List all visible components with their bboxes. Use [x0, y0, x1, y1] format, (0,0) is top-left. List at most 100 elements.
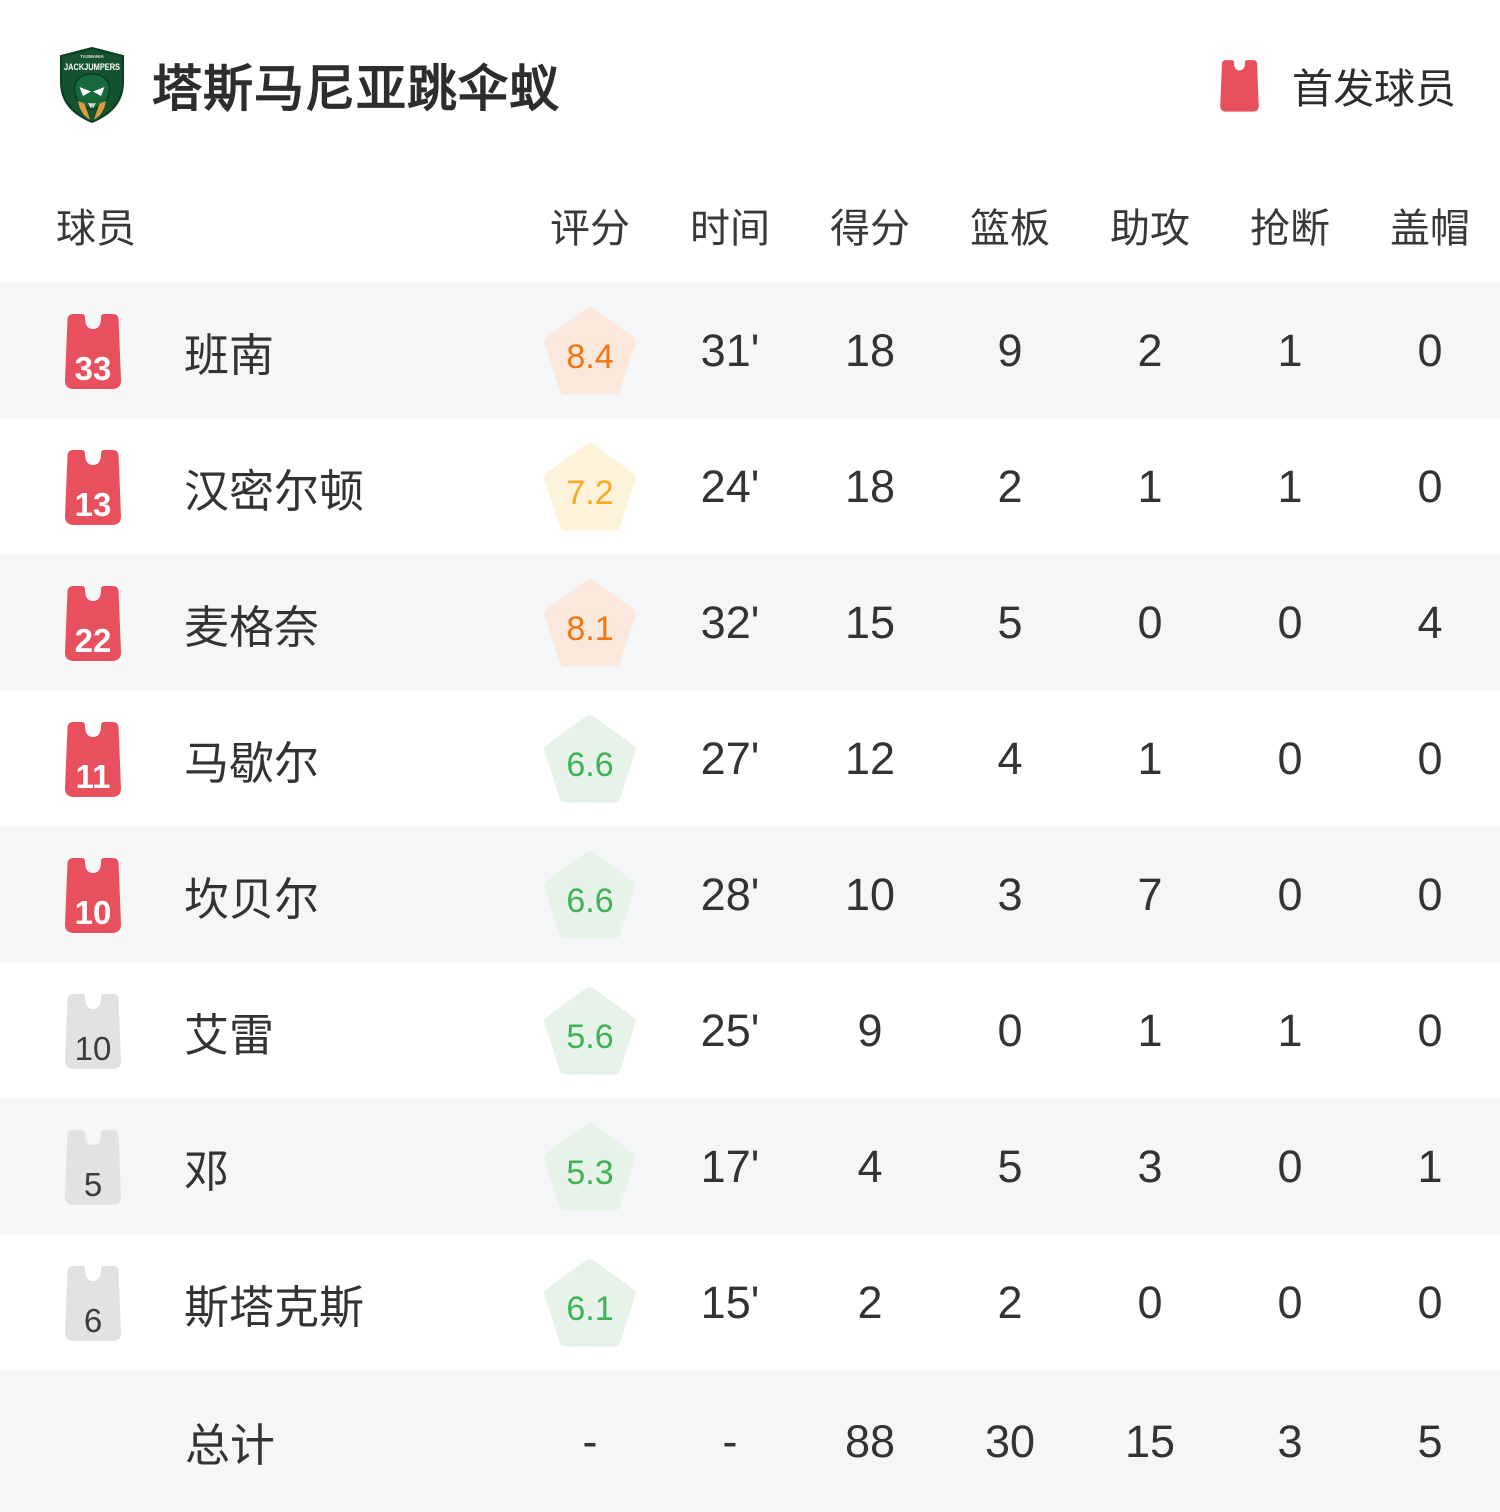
player-lead: 10 坎贝尔 — [0, 855, 520, 935]
jersey-number: 5 — [83, 1166, 103, 1203]
team-info: TASMANIA JACKJUMPERS 塔斯马尼亚跳伞蚁 — [58, 47, 560, 123]
player-name: 班南 — [184, 329, 275, 381]
player-row[interactable]: 5 邓 5.3 17' 4 5 3 0 1 — [0, 1099, 1500, 1235]
stat-time: 28' — [700, 869, 760, 920]
rating-badge: 5.6 — [544, 983, 636, 1079]
player-row[interactable]: 22 麦格奈 8.1 32' 15 5 0 0 4 — [0, 555, 1500, 691]
stat-time: 15' — [700, 1277, 760, 1328]
player-name: 邓 — [184, 1145, 230, 1197]
stat-points: 9 — [857, 1005, 883, 1056]
rating-value: 8.4 — [566, 337, 614, 376]
stat-rebounds: 0 — [997, 1005, 1023, 1056]
column-header-rating: 评分 — [550, 206, 630, 251]
stat-rebounds: 5 — [997, 1141, 1023, 1192]
jersey-icon: 11 — [58, 719, 128, 799]
jersey-icon: 13 — [58, 447, 128, 527]
stat-steals: 0 — [1277, 1141, 1303, 1192]
player-row[interactable]: 33 班南 8.4 31' 18 9 2 1 0 — [0, 283, 1500, 419]
stat-steals: 1 — [1277, 325, 1303, 376]
stat-steals: 0 — [1277, 597, 1303, 648]
stat-rebounds: 2 — [997, 1277, 1023, 1328]
player-lead: 11 马歇尔 — [0, 719, 520, 799]
player-row[interactable]: 10 坎贝尔 6.6 28' 10 3 7 0 0 — [0, 827, 1500, 963]
stat-blocks: 0 — [1417, 1277, 1443, 1328]
total-row: 总计 - - 88 30 15 3 5 — [0, 1371, 1500, 1512]
player-row[interactable]: 13 汉密尔顿 7.2 24' 18 2 1 1 0 — [0, 419, 1500, 555]
stat-time: 17' — [700, 1141, 760, 1192]
rating-value: 6.6 — [566, 881, 614, 920]
rating-badge: 8.1 — [544, 575, 636, 671]
stat-blocks: 0 — [1417, 733, 1443, 784]
rating-value: 6.6 — [566, 745, 614, 784]
total-lead: 总计 — [0, 1409, 520, 1474]
player-row[interactable]: 6 斯塔克斯 6.1 15' 2 2 0 0 0 — [0, 1235, 1500, 1371]
player-table-body: 33 班南 8.4 31' 18 9 2 1 0 13 — [0, 283, 1500, 1371]
column-header-rebounds: 篮板 — [970, 206, 1050, 251]
table-header-row: 球员 评分 时间 得分 篮板 助攻 抢断 盖帽 — [0, 166, 1500, 283]
stat-assists: 3 — [1137, 1141, 1163, 1192]
svg-text:JACKJUMPERS: JACKJUMPERS — [64, 62, 120, 72]
stat-assists: 1 — [1137, 733, 1163, 784]
rating-cell: 6.6 — [520, 847, 660, 943]
stat-time: 32' — [700, 597, 760, 648]
stat-blocks: 1 — [1417, 1141, 1443, 1192]
rating-value: 7.2 — [566, 473, 614, 512]
total-rating: - — [582, 1415, 598, 1467]
jersey-number: 6 — [83, 1302, 103, 1339]
stat-time: 27' — [700, 733, 760, 784]
stat-points: 2 — [857, 1277, 883, 1328]
stat-time: 25' — [700, 1005, 760, 1056]
jersey-number: 11 — [75, 758, 111, 795]
player-row[interactable]: 11 马歇尔 6.6 27' 12 4 1 0 0 — [0, 691, 1500, 827]
player-lead: 6 斯塔克斯 — [0, 1263, 520, 1343]
jersey-icon: 22 — [58, 583, 128, 663]
player-name: 麦格奈 — [184, 601, 320, 653]
jersey-icon: 5 — [58, 1127, 128, 1207]
jersey-number: 33 — [74, 350, 112, 387]
team-header: TASMANIA JACKJUMPERS 塔斯马尼亚跳伞蚁 首发 — [0, 0, 1500, 126]
stat-blocks: 0 — [1417, 325, 1443, 376]
stat-steals: 0 — [1277, 733, 1303, 784]
stat-assists: 2 — [1137, 325, 1163, 376]
stat-time: 24' — [700, 461, 760, 512]
column-header-points: 得分 — [830, 206, 910, 251]
stat-blocks: 0 — [1417, 1005, 1443, 1056]
stat-assists: 0 — [1137, 597, 1163, 648]
stat-blocks: 4 — [1417, 597, 1443, 648]
player-row[interactable]: 10 艾雷 5.6 25' 9 0 1 1 0 — [0, 963, 1500, 1099]
stat-steals: 1 — [1277, 1005, 1303, 1056]
stat-steals: 1 — [1277, 461, 1303, 512]
player-lead: 22 麦格奈 — [0, 583, 520, 663]
stat-rebounds: 2 — [997, 461, 1023, 512]
player-lead: 5 邓 — [0, 1127, 520, 1207]
stat-points: 10 — [844, 869, 896, 920]
stat-steals: 0 — [1277, 869, 1303, 920]
rating-value: 5.6 — [566, 1017, 614, 1056]
jersey-number: 10 — [74, 894, 112, 931]
column-header-assists: 助攻 — [1110, 206, 1190, 251]
stat-points: 18 — [844, 325, 896, 376]
column-header-time: 时间 — [690, 206, 770, 251]
total-blocks: 5 — [1417, 1415, 1443, 1467]
total-points: 88 — [844, 1415, 896, 1467]
column-header-player: 球员 — [56, 206, 136, 251]
rating-badge: 7.2 — [544, 439, 636, 535]
starter-legend-label: 首发球员 — [1292, 66, 1456, 112]
player-name: 艾雷 — [184, 1009, 275, 1061]
stat-blocks: 0 — [1417, 869, 1443, 920]
total-steals: 3 — [1277, 1415, 1303, 1467]
svg-text:TASMANIA: TASMANIA — [80, 54, 104, 59]
stat-points: 15 — [844, 597, 896, 648]
starter-jersey-icon — [1215, 58, 1264, 113]
rating-value: 5.3 — [566, 1153, 614, 1192]
column-header-blocks: 盖帽 — [1390, 206, 1470, 251]
stat-points: 18 — [844, 461, 896, 512]
stat-rebounds: 5 — [997, 597, 1023, 648]
jersey-number: 13 — [74, 486, 112, 523]
total-time: - — [722, 1415, 738, 1467]
stat-assists: 1 — [1137, 461, 1163, 512]
rating-badge: 6.6 — [544, 847, 636, 943]
stat-rebounds: 9 — [997, 325, 1023, 376]
jersey-number: 10 — [74, 1030, 112, 1067]
